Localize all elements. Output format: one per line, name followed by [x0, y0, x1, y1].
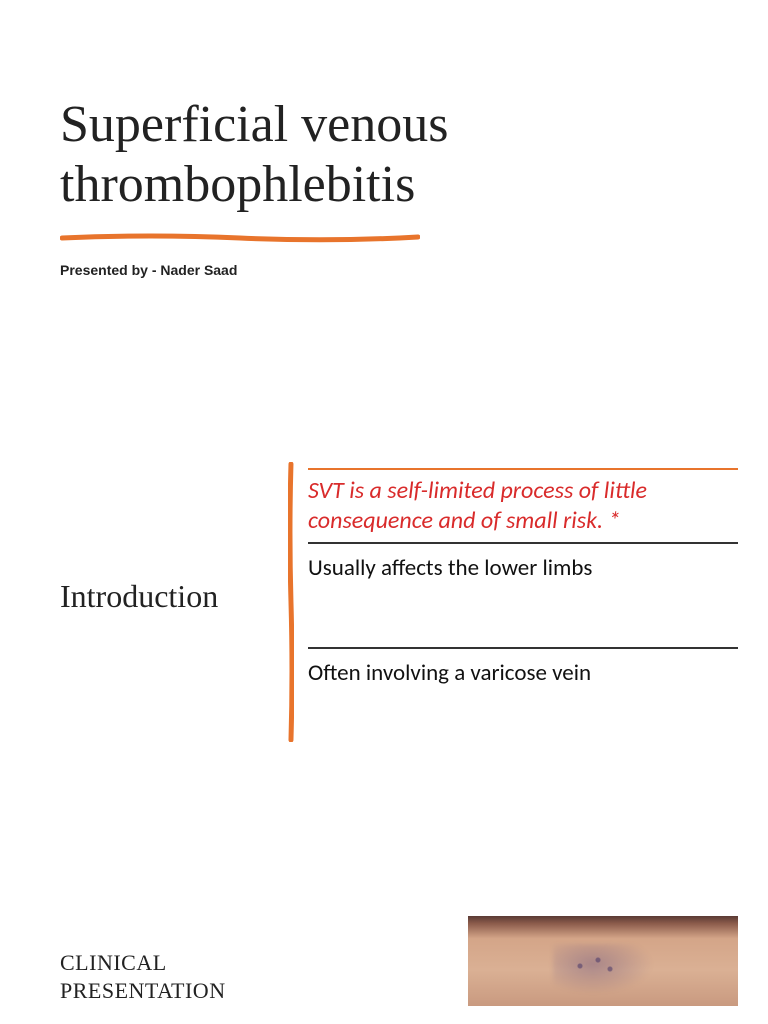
intro-spacing	[308, 583, 738, 641]
clinical-photo	[468, 916, 738, 1006]
introduction-point-1: Usually affects the lower limbs	[308, 554, 728, 584]
introduction-heading: Introduction	[60, 578, 288, 615]
clinical-heading-line2: PRESENTATION	[60, 978, 226, 1003]
intro-divider-2	[308, 647, 738, 649]
introduction-point-2: Often involving a varicose vein	[308, 659, 728, 689]
clinical-heading-line1: CLINICAL	[60, 950, 167, 975]
title-underline-decoration	[60, 233, 420, 243]
intro-divider-1	[308, 542, 738, 544]
clinical-presentation-heading: CLINICAL PRESENTATION	[60, 949, 226, 1006]
introduction-heading-column: Introduction	[60, 468, 288, 615]
presenter-text: Presented by - Nader Saad	[60, 262, 708, 278]
slide-title: Superficial venous thrombophlebitis	[60, 95, 708, 215]
introduction-highlight-text: SVT is a self-limited process of little …	[308, 476, 728, 536]
clinical-presentation-section: CLINICAL PRESENTATION	[60, 916, 738, 1006]
introduction-content-column: SVT is a self-limited process of little …	[294, 468, 768, 690]
introduction-section: Introduction SVT is a self-limited proce…	[0, 468, 768, 742]
title-section: Superficial venous thrombophlebitis Pres…	[0, 0, 768, 278]
intro-top-accent-line	[308, 468, 738, 470]
